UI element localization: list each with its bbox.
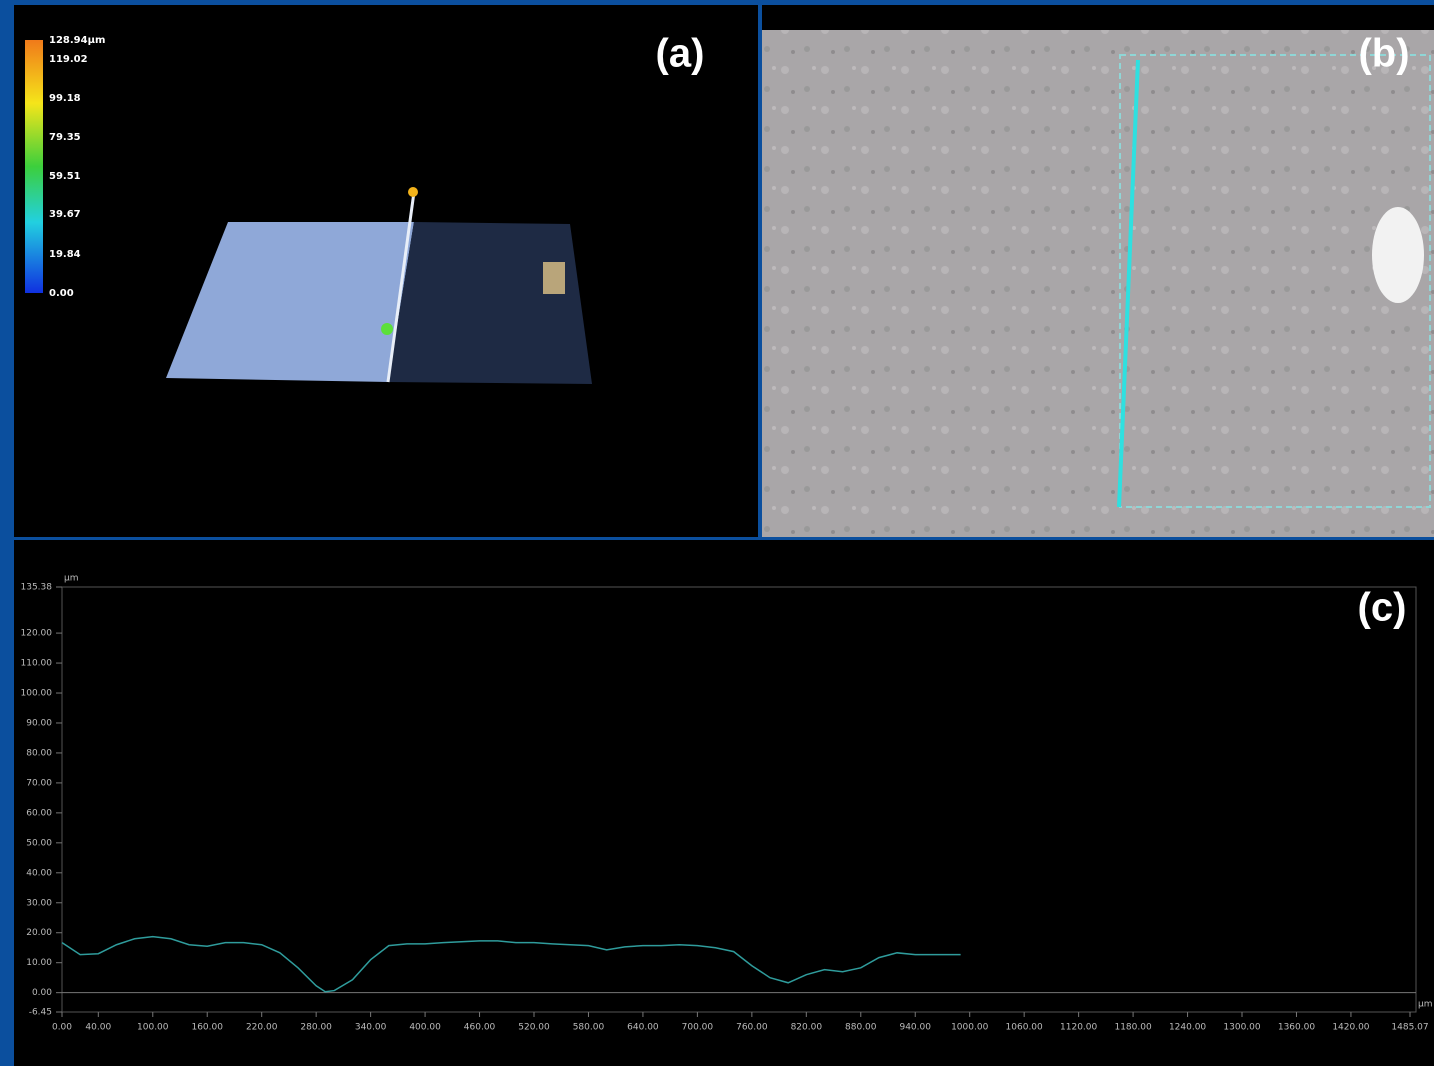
feature (1372, 207, 1424, 303)
endpoint (408, 187, 418, 197)
colorbar (25, 40, 43, 293)
x-tick-label: 1360.00 (1278, 1023, 1315, 1033)
x-tick-label: 100.00 (137, 1023, 169, 1033)
x-tick-label: 0.00 (52, 1023, 72, 1033)
colorbar-label: 128.94µm (49, 35, 105, 46)
x-tick-label: 580.00 (573, 1023, 605, 1033)
x-tick-label: 760.00 (736, 1023, 768, 1033)
y-tick-label: 70.00 (26, 778, 52, 788)
x-tick-label: 1120.00 (1060, 1023, 1097, 1033)
y-tick-label: 30.00 (26, 898, 52, 908)
y-tick-label: 50.00 (26, 838, 52, 848)
x-tick-label: 1485.07 (1391, 1023, 1428, 1033)
y-tick-label: 90.00 (26, 718, 52, 728)
x-unit: µm (1418, 1000, 1433, 1010)
x-tick-label: 400.00 (409, 1023, 441, 1033)
y-tick-label: 20.00 (26, 928, 52, 938)
y-unit: µm (64, 574, 79, 584)
colorbar-label: 119.02 (49, 54, 88, 65)
x-tick-label: 820.00 (791, 1023, 823, 1033)
x-tick-label: 700.00 (682, 1023, 714, 1033)
colorbar-label: 79.35 (49, 132, 81, 143)
y-tick-label: 80.00 (26, 748, 52, 758)
x-tick-label: 940.00 (899, 1023, 931, 1033)
x-tick-label: 640.00 (627, 1023, 659, 1033)
y-tick-label: 40.00 (26, 868, 52, 878)
x-tick-label: 880.00 (845, 1023, 877, 1033)
panel-label: (c) (1358, 586, 1407, 630)
colorbar-label: 39.67 (49, 209, 81, 220)
colorbar-label: 99.18 (49, 93, 81, 104)
x-tick-label: 1060.00 (1006, 1023, 1043, 1033)
y-tick-label: 10.00 (26, 958, 52, 968)
panel-label: (b) (1358, 32, 1409, 76)
x-tick-label: 1300.00 (1223, 1023, 1260, 1033)
y-tick-label: 100.00 (21, 689, 53, 699)
x-tick-label: 1240.00 (1169, 1023, 1206, 1033)
panel-label: (a) (656, 32, 705, 76)
x-tick-label: 160.00 (191, 1023, 223, 1033)
surface-right (388, 222, 592, 384)
feature (543, 262, 565, 294)
y-tick-label: 120.00 (21, 629, 53, 639)
x-tick-label: 1000.00 (951, 1023, 988, 1033)
endpoint (381, 323, 393, 335)
y-tick-label: 135.38 (21, 583, 53, 593)
x-tick-label: 460.00 (464, 1023, 496, 1033)
y-tick-label: -6.45 (29, 1008, 52, 1018)
x-tick-label: 520.00 (518, 1023, 550, 1033)
y-tick-label: 0.00 (32, 988, 52, 998)
x-tick-label: 40.00 (85, 1023, 111, 1033)
x-tick-label: 280.00 (300, 1023, 332, 1033)
colorbar-label: 59.51 (49, 171, 81, 182)
colorbar-label: 19.84 (49, 249, 81, 260)
screen: (a) (b) µm µm (c) 128.94µm 119.02 99.18 79.… (0, 0, 1434, 1066)
y-tick-label: 60.00 (26, 808, 52, 818)
x-tick-label: 220.00 (246, 1023, 278, 1033)
colorbar-label: 0.00 (49, 288, 74, 299)
y-tick-label: 110.00 (21, 659, 53, 669)
micrograph (762, 30, 1434, 537)
x-tick-label: 1180.00 (1114, 1023, 1151, 1033)
x-tick-label: 340.00 (355, 1023, 387, 1033)
x-tick-label: 1420.00 (1332, 1023, 1369, 1033)
panel-c (14, 540, 1434, 1066)
